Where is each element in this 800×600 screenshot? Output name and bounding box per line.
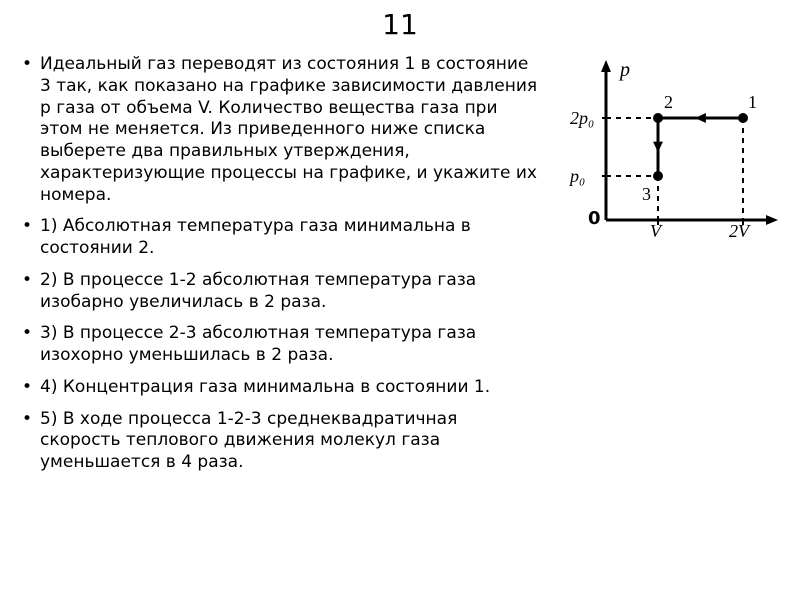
- pv-chart: p 0 p₀ 2p₀ 1 2 3 V 2V: [568, 58, 778, 238]
- y-axis-label: p: [618, 59, 630, 81]
- item-list: Идеальный газ переводят из состояния 1 в…: [18, 54, 538, 474]
- option-5: 5) В ходе процесса 1-2-3 среднеквадратич…: [18, 409, 538, 474]
- x-tick-label: V: [650, 221, 663, 238]
- option-2: 2) В процессе 1-2 абсолютная температура…: [18, 270, 538, 314]
- state-label-1: 1: [748, 92, 757, 112]
- option-4: 4) Концентрация газа минимальна в состоя…: [18, 377, 538, 399]
- state-point-1: [738, 113, 748, 123]
- state-point-2: [653, 113, 663, 123]
- y-tick-label: 2p₀: [570, 108, 594, 128]
- x-tick-label: 2V: [729, 221, 751, 238]
- state-point-3: [653, 171, 663, 181]
- option-1: 1) Абсолютная температура газа минимальн…: [18, 216, 538, 260]
- page-title: 11: [0, 8, 800, 41]
- option-3: 3) В процессе 2-3 абсолютная температура…: [18, 323, 538, 367]
- state-label-2: 2: [664, 92, 673, 112]
- y-tick-label: p₀: [568, 166, 585, 186]
- origin-label: 0: [588, 208, 601, 229]
- state-label-3: 3: [642, 184, 651, 204]
- problem-block: Идеальный газ переводят из состояния 1 в…: [18, 54, 538, 484]
- problem-text: Идеальный газ переводят из состояния 1 в…: [18, 54, 538, 206]
